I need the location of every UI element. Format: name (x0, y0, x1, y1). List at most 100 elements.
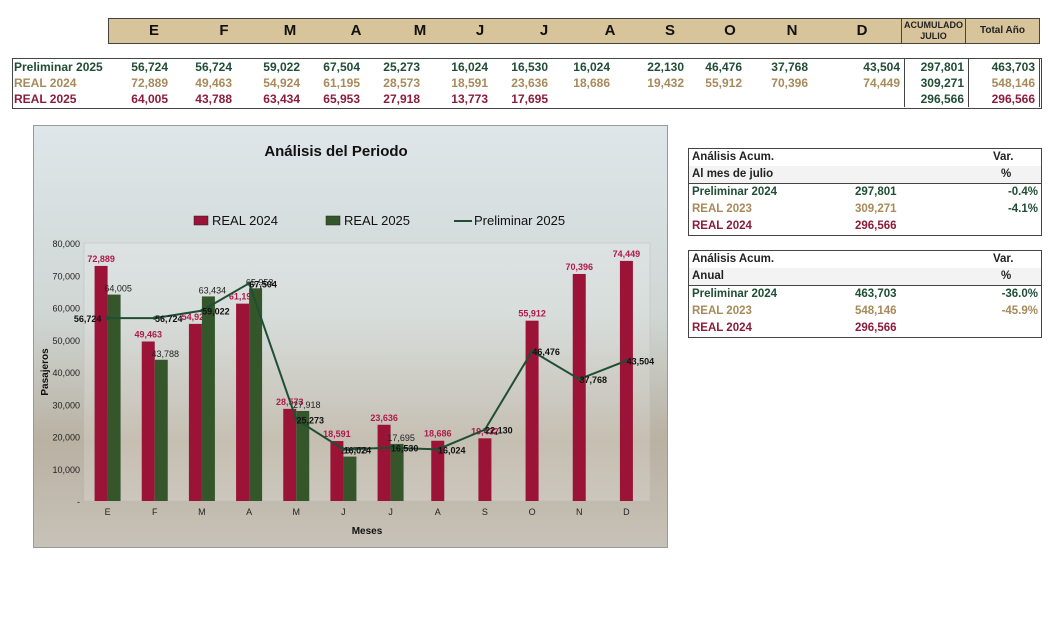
side1-row-label: Preliminar 2024 (692, 186, 778, 198)
line-preliminar-2025 (107, 281, 627, 451)
bar-label: 13,773 (340, 446, 368, 456)
plot-area (83, 242, 651, 502)
cell-value: 49,463 (195, 76, 232, 90)
table-header: E F M A M J J A S O N D ACUMULADO JULIO Total Año (108, 18, 1040, 44)
cell-value: 43,504 (863, 60, 900, 74)
line-point (200, 308, 204, 313)
line-point (483, 427, 487, 432)
month-header: O (724, 22, 736, 39)
chart-title: Análisis del Periodo (264, 143, 407, 160)
cell-value: 72,889 (131, 76, 168, 90)
cell-value: 27,918 (383, 92, 420, 106)
cell-acum: 309,271 (904, 75, 968, 91)
month-header: N (786, 22, 798, 39)
x-axis-label: Meses (352, 526, 383, 537)
bar-real-2024 (141, 341, 155, 501)
bar-label: 65,953 (246, 277, 274, 287)
side2-row-label: REAL 2024 (692, 322, 752, 334)
cell-value: 28,573 (383, 76, 420, 90)
cell-value: 56,724 (195, 60, 232, 74)
row-label: REAL 2025 (14, 92, 77, 106)
line-point (247, 281, 251, 286)
line-label: 43,504 (627, 357, 655, 367)
total-header: Total Año (965, 19, 1039, 43)
cell-value: 18,591 (451, 76, 488, 90)
side1-row-pct: -0.4% (1007, 186, 1038, 198)
line-label: 67,504 (249, 279, 277, 289)
cell-value: 74,449 (863, 76, 900, 90)
cell-value: 55,912 (705, 76, 742, 90)
bar-real-2025 (343, 456, 357, 501)
chart-area: Análisis del Periodo - 10,000 20,000 30,000 4… (33, 125, 668, 548)
side2-row-value: 548,146 (855, 305, 897, 317)
y-axis-label: Pasajeros (40, 348, 51, 396)
bar-real-2025 (249, 288, 263, 501)
bar-label: 54,924 (182, 312, 210, 322)
line-point (624, 358, 629, 363)
side2-row-label: REAL 2023 (692, 305, 752, 317)
legend-label: REAL 2024 (212, 213, 278, 228)
cell-value: 13,773 (451, 92, 488, 106)
side2-row-value: 296,566 (855, 322, 897, 334)
x-tick-label: D (623, 507, 630, 517)
bar-real-2025 (107, 294, 121, 501)
side1-title2: Al mes de julio (692, 168, 774, 180)
bar-real-2025 (154, 359, 168, 501)
bar-label: 18,686 (424, 429, 452, 439)
bar-real-2024 (619, 260, 633, 501)
x-tick-label: S (482, 507, 488, 517)
bar-label: 63,434 (199, 285, 227, 295)
cell-value: 67,504 (323, 60, 360, 74)
line-point (341, 447, 346, 452)
line-label: 46,476 (532, 347, 560, 357)
x-tick-label: F (152, 507, 158, 517)
side2-title2: Anual (692, 270, 724, 282)
cell-value: 46,476 (705, 60, 742, 74)
y-tick-label: 80,000 (52, 239, 80, 249)
line-point (388, 445, 393, 450)
y-tick-label: - (77, 497, 80, 507)
cell-value: 70,396 (771, 76, 808, 90)
line-point (152, 316, 157, 320)
side2-row-pct: -45.9% (1001, 305, 1038, 317)
side1-row-value: 296,566 (855, 220, 897, 232)
cell-value: 19,432 (647, 76, 684, 90)
cell-value: 65,953 (323, 92, 360, 106)
bar-real-2024 (283, 408, 297, 501)
legend-label: Preliminar 2025 (474, 213, 565, 228)
bar-label: 70,396 (565, 262, 593, 272)
side1-row-value: 297,801 (855, 186, 897, 198)
month-header: J (539, 22, 549, 39)
bar-real-2024 (330, 441, 344, 501)
side2-row-label: Preliminar 2024 (692, 288, 778, 300)
bar-label: 72,889 (87, 254, 115, 264)
y-tick-label: 40,000 (52, 368, 80, 378)
x-tick-label: J (341, 507, 346, 517)
month-header: A (604, 22, 616, 39)
bar-real-2025 (390, 443, 404, 501)
bar-label: 23,636 (370, 413, 398, 423)
bar-real-2025 (296, 410, 310, 501)
cell-value: 23,636 (511, 76, 548, 90)
month-header: M (413, 22, 427, 39)
cell-total: 548,146 (968, 75, 1040, 91)
side1-title1: Análisis Acum. (692, 151, 775, 163)
x-tick-label: M (198, 507, 206, 517)
bar-real-2024 (572, 273, 586, 501)
bar-label: 17,695 (387, 433, 415, 443)
x-tick-label: N (576, 507, 583, 517)
cell-value: 16,530 (511, 60, 548, 74)
chart-svg: Análisis del Periodo - 10,000 20,000 30,000 4… (40, 143, 655, 537)
x-tick-label: O (529, 507, 536, 517)
cell-value: 25,273 (383, 60, 420, 74)
bar-real-2024 (525, 320, 539, 501)
line-point (435, 447, 440, 452)
side1-var2: % (1001, 168, 1012, 180)
cell-total: 463,703 (968, 59, 1040, 75)
cell-value: 43,788 (195, 92, 232, 106)
cell-value: 64,005 (131, 92, 168, 106)
y-tick-label: 30,000 (52, 400, 80, 410)
line-label: 16,024 (344, 445, 372, 455)
line-point (105, 316, 110, 320)
bar-label: 18,591 (323, 429, 351, 439)
